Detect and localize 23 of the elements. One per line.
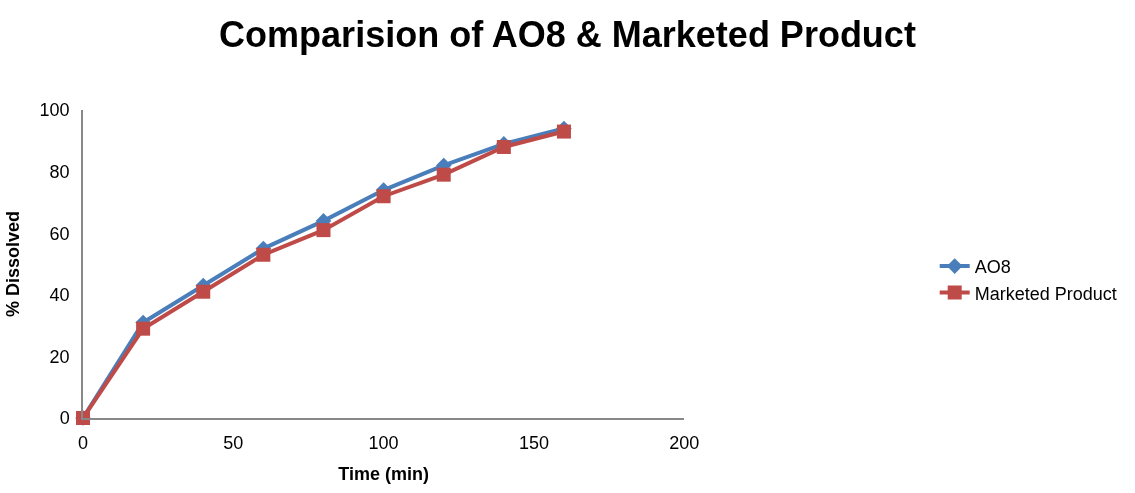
point [436,167,451,182]
point [316,223,331,238]
point [556,124,571,139]
point [136,321,151,336]
x-tick-label: 150 [518,433,549,454]
x-tick-label: 50 [223,433,244,454]
y-axis-title: % Dissolved [3,210,24,318]
x-axis-title: Time (min) [338,463,429,484]
x-tick-label: 100 [368,433,399,454]
y-tick-label: 40 [49,285,70,306]
x-tick-label: 200 [669,433,700,454]
point [256,247,271,262]
point [196,284,211,299]
y-tick-label: 0 [59,408,70,429]
legend-label: AO8 [974,257,1011,278]
y-tick-label: 20 [49,346,70,367]
y-tick-label: 100 [39,100,70,121]
y-tick-label: 60 [49,223,70,244]
legend-label: Marketed Product [974,283,1117,304]
x-tick-label: 0 [77,433,89,454]
point [376,189,391,204]
chart-title: Comparision of AO8 & Marketed Product [219,14,916,56]
y-tick-label: 80 [49,161,70,182]
